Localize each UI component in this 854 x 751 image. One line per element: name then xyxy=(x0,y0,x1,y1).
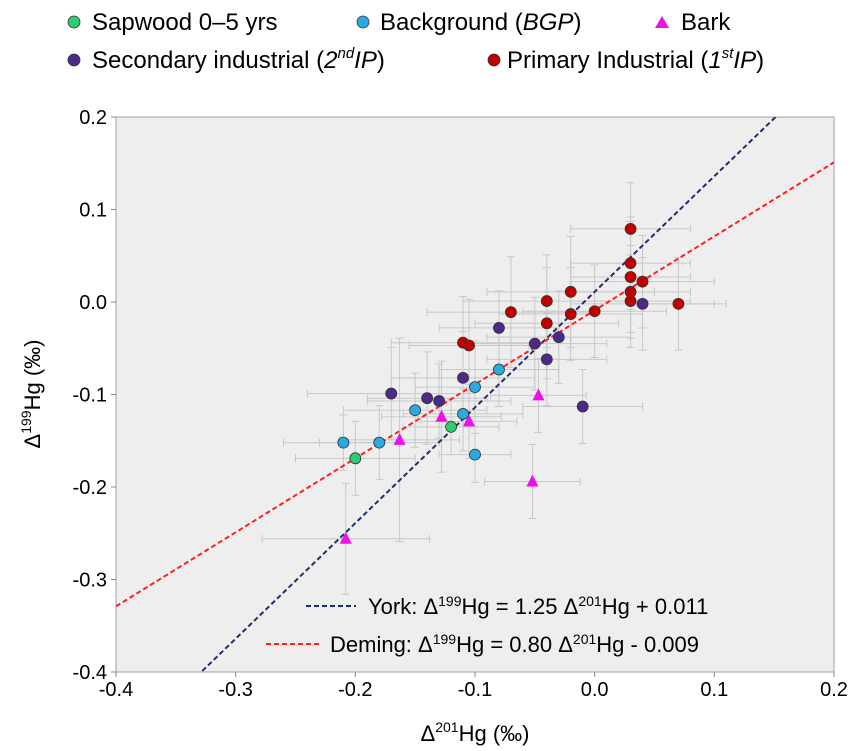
legend-label-bark: Bark xyxy=(681,9,731,36)
data-point-series-4 xyxy=(588,305,601,318)
y-tick-label: -0.2 xyxy=(73,477,107,499)
legend-item-sapwood: Sapwood 0–5 yrs xyxy=(67,9,277,36)
data-point-series-4 xyxy=(672,297,685,310)
legend-item-bark: Bark xyxy=(655,9,731,36)
data-point-series-3 xyxy=(385,387,398,400)
y-tick-label: 0.1 xyxy=(79,200,107,222)
y-tick-label: 0.2 xyxy=(79,107,107,129)
data-point-series-3 xyxy=(493,321,505,334)
data-point-series-2 xyxy=(463,414,476,427)
x-tick-label: 0.2 xyxy=(820,679,848,701)
legend-item-background: Background (BGP) xyxy=(356,9,581,36)
fit-line-york xyxy=(199,117,778,672)
legend-item-primary: Primary Industrial (1stIP) xyxy=(487,45,764,74)
data-point-series-3 xyxy=(540,353,553,366)
fit-legend-york-label: York: Δ199Hg = 1.25 Δ201Hg + 0.011 xyxy=(368,593,708,619)
data-point-series-4 xyxy=(624,295,637,307)
data-point-series-2 xyxy=(526,474,539,487)
data-point-series-1 xyxy=(457,408,469,420)
fit-legend-deming-label: Deming: Δ199Hg = 0.80 Δ201Hg - 0.009 xyxy=(330,631,699,657)
data-point-series-1 xyxy=(373,436,386,449)
fit-line-deming xyxy=(116,161,834,608)
data-point-series-0 xyxy=(349,452,362,465)
data-point-series-1 xyxy=(469,448,481,461)
legend-marker-background xyxy=(356,15,370,29)
data-point-series-1 xyxy=(409,404,422,417)
legend-marker-bark xyxy=(655,16,669,28)
legend-item-secondary: Secondary industrial (2ndIP) xyxy=(67,45,385,74)
legend-label-primary: Primary Industrial (1stIP) xyxy=(507,45,764,74)
x-tick-label: 0.0 xyxy=(581,679,609,701)
data-point-series-2 xyxy=(393,432,406,445)
data-point-series-4 xyxy=(636,275,649,288)
data-point-series-3 xyxy=(457,371,469,384)
data-point-series-3 xyxy=(576,400,589,413)
y-tick-label: -0.3 xyxy=(73,570,107,592)
data-point-series-3 xyxy=(528,337,541,350)
data-point-series-3 xyxy=(421,392,434,405)
y-tick-label: -0.1 xyxy=(73,385,107,407)
legend-label-sapwood: Sapwood 0–5 yrs xyxy=(92,9,277,36)
data-point-series-4 xyxy=(504,306,517,319)
legend-label-background: Background (BGP) xyxy=(380,9,581,36)
data-point-series-0 xyxy=(445,420,457,433)
data-point-series-1 xyxy=(493,363,505,376)
data-point-series-4 xyxy=(624,223,637,235)
y-tick-label: 0.0 xyxy=(79,292,107,314)
data-point-series-2 xyxy=(532,388,545,401)
x-tick-label: -0.3 xyxy=(218,679,252,701)
data-point-series-4 xyxy=(564,285,577,298)
data-point-series-3 xyxy=(636,297,649,310)
x-tick-label: 0.1 xyxy=(700,679,728,701)
x-axis-title: Δ201Hg (‰) xyxy=(421,719,530,746)
data-point-series-4 xyxy=(624,257,637,270)
fit-legend: York: Δ199Hg = 1.25 Δ201Hg + 0.011 Demin… xyxy=(266,593,708,657)
data-point-series-3 xyxy=(552,331,565,344)
data-point-series-3 xyxy=(433,395,446,407)
y-axis-title: Δ199Hg (‰) xyxy=(18,340,45,449)
x-tick-label: -0.1 xyxy=(458,679,492,701)
data-point-series-4 xyxy=(564,308,577,320)
x-tick-label: -0.4 xyxy=(99,679,133,701)
y-tick-label: -0.4 xyxy=(73,662,107,684)
legend-marker-sapwood xyxy=(67,15,81,29)
data-point-series-4 xyxy=(540,295,553,307)
legend-label-secondary: Secondary industrial (2ndIP) xyxy=(92,45,385,74)
data-point-series-1 xyxy=(337,436,350,449)
data-point-series-1 xyxy=(469,381,481,394)
legend-marker-secondary xyxy=(67,53,81,67)
legend-marker-primary xyxy=(487,53,501,67)
data-point-series-4 xyxy=(540,317,553,330)
data-point-series-4 xyxy=(624,271,637,283)
data-point-series-2 xyxy=(435,409,448,422)
data-point-series-4 xyxy=(463,339,475,352)
data-point-series-2 xyxy=(339,531,352,544)
x-tick-label: -0.2 xyxy=(338,679,372,701)
legend: Sapwood 0–5 yrs Background (BGP) Bark Se… xyxy=(67,9,764,74)
